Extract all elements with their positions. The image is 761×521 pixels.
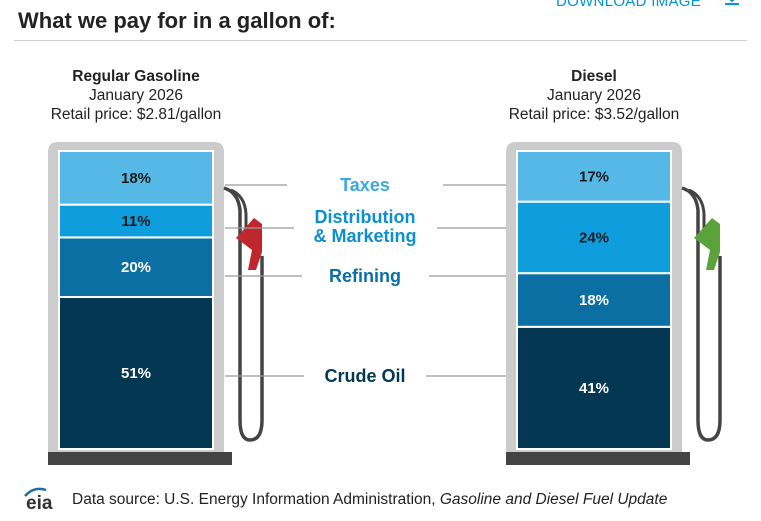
gasoline-crude-oil-bar (58, 296, 214, 450)
crude-oil-label: Crude Oil (324, 366, 406, 386)
gasoline-crude-oil-value: 51% (121, 365, 151, 382)
diesel-crude-oil-bar (516, 325, 672, 451)
footer-source-title: Gasoline and Diesel Fuel Update (439, 491, 668, 508)
distribution-label-line2: & Marketing (313, 226, 417, 246)
download-icon[interactable] (724, 0, 740, 6)
diesel-taxes-bar (516, 150, 672, 203)
gasoline-taxes-value: 18% (121, 170, 151, 187)
diesel-period: January 2026 (547, 87, 641, 104)
gasoline-price: Retail price: $2.81/gallon (50, 106, 222, 123)
page-title: What we pay for in a gallon of: (18, 8, 336, 33)
diesel-price: Retail price: $3.52/gallon (508, 106, 680, 123)
footer-prefix: Data source: U.S. Energy Information Adm… (72, 491, 440, 508)
distribution-label-line1: Distribution (314, 207, 416, 227)
diesel-refining-value: 18% (579, 292, 609, 309)
distribution-marketing-label: Distribution & Marketing (265, 208, 465, 246)
diesel-distribution-value: 24% (579, 229, 609, 246)
refining-label: Refining (329, 266, 401, 286)
gasoline-refining-value: 20% (121, 259, 151, 276)
diesel-distribution-bar (516, 200, 672, 275)
gasoline-name: Regular Gasoline (72, 68, 200, 85)
connector-lines (225, 184, 506, 377)
gasoline-nozzle-icon (236, 218, 262, 270)
diesel-refining-bar (516, 272, 672, 328)
diesel-taxes-value: 17% (579, 168, 609, 185)
diesel-name: Diesel (571, 68, 617, 85)
gasoline-distribution-value: 11% (121, 213, 150, 230)
data-source-footer: Data source: U.S. Energy Information Adm… (72, 491, 667, 509)
taxes-label: Taxes (340, 175, 390, 195)
eia-logo: eia (24, 487, 53, 512)
gasoline-bar-stack: 51% 20% 11% 18% (58, 150, 214, 450)
diesel-header: Diesel January 2026 Retail price: $3.52/… (464, 67, 724, 124)
diesel-crude-oil-value: 41% (579, 380, 609, 397)
gasoline-period: January 2026 (89, 87, 183, 104)
title-divider (14, 40, 747, 41)
gasoline-taxes-bar (58, 150, 214, 206)
diesel-bar-stack: 41% 18% 24% 17% (516, 150, 672, 451)
gasoline-distribution-bar (58, 203, 214, 239)
download-image-link[interactable]: DOWNLOAD IMAGE (556, 0, 702, 10)
eia-logo-text: eia (26, 493, 53, 512)
diesel-nozzle-icon (694, 218, 720, 270)
gasoline-header: Regular Gasoline January 2026 Retail pri… (6, 67, 266, 124)
